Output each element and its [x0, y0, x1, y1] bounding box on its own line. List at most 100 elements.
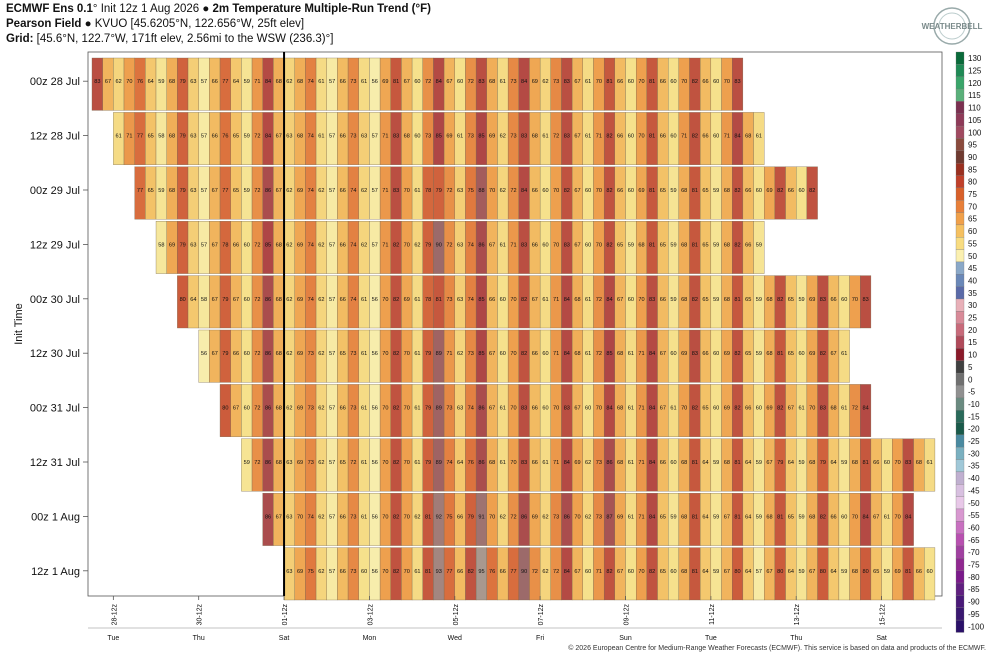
row-label: 00z 28 Jul: [30, 76, 80, 88]
colorbar-label: -15: [968, 412, 980, 421]
cell-value-label: 59: [670, 297, 676, 303]
cell-value-label: 86: [478, 406, 484, 412]
cell-value-label: 68: [766, 297, 772, 303]
colorbar-swatch: [955, 51, 965, 65]
day-label: Sat: [876, 635, 887, 642]
cell-value-label: 70: [809, 406, 815, 412]
cell-value-label: 69: [809, 297, 815, 303]
cell-value-label: 66: [916, 569, 922, 575]
cell-value-label: 67: [276, 134, 282, 140]
cell-value-label: 57: [329, 134, 335, 140]
heatmap-cell: [806, 166, 818, 220]
cell-value-label: 67: [766, 460, 772, 466]
cell-value-label: 72: [468, 79, 474, 85]
cell-value-label: 79: [180, 188, 186, 194]
cell-value-label: 84: [649, 351, 655, 357]
cell-value-label: 59: [798, 460, 804, 466]
cell-value-label: 65: [148, 188, 154, 194]
colorbar-label: -75: [968, 561, 980, 570]
colorbar-label: 15: [968, 338, 977, 347]
colorbar-swatch: [955, 545, 965, 559]
cell-value-label: 64: [702, 514, 708, 520]
cell-value-label: 82: [692, 134, 698, 140]
cell-value-label: 95: [478, 569, 484, 575]
cell-value-label: 73: [510, 134, 516, 140]
cell-value-label: 73: [446, 406, 452, 412]
day-label: Fri: [536, 635, 545, 642]
colorbar-swatch: [955, 138, 965, 151]
cell-value-label: 68: [276, 297, 282, 303]
cell-value-label: 62: [286, 242, 292, 248]
cell-value-label: 67: [276, 514, 282, 520]
heatmap-cell: [924, 438, 936, 492]
cell-value-label: 57: [201, 188, 207, 194]
cell-value-label: 70: [404, 406, 410, 412]
cell-value-label: 63: [190, 242, 196, 248]
cell-value-label: 68: [809, 460, 815, 466]
day-label: Tue: [705, 635, 717, 642]
cell-value-label: 65: [788, 297, 794, 303]
cell-value-label: 82: [734, 351, 740, 357]
colorbar-swatch: [955, 286, 965, 300]
cell-value-label: 70: [382, 297, 388, 303]
cell-value-label: 70: [126, 79, 132, 85]
cell-value-label: 68: [681, 569, 687, 575]
heatmap-cell: [753, 112, 765, 165]
cell-value-label: 70: [894, 460, 900, 466]
cell-value-label: 68: [297, 79, 303, 85]
cell-value-label: 70: [382, 514, 388, 520]
cell-value-label: 65: [702, 242, 708, 248]
cell-value-label: 71: [510, 242, 516, 248]
cell-value-label: 67: [105, 79, 111, 85]
cell-value-label: 69: [489, 134, 495, 140]
cell-value-label: 72: [446, 188, 452, 194]
cell-value-label: 84: [265, 79, 271, 85]
x-tick-label: 03-12z: [367, 604, 374, 626]
cell-value-label: 72: [254, 460, 260, 466]
cell-value-label: 75: [308, 569, 314, 575]
header-line-3: Grid: [45.6°N, 122.7°W, 171ft elev, 2.56…: [6, 33, 334, 45]
colorbar-label: 70: [968, 202, 977, 211]
cell-value-label: 69: [446, 134, 452, 140]
row-label: 12z 30 Jul: [30, 348, 80, 360]
cell-value-label: 61: [585, 351, 591, 357]
cell-value-label: 59: [670, 242, 676, 248]
colorbar-label: 105: [968, 116, 982, 125]
cell-value-label: 60: [542, 406, 548, 412]
cell-value-label: 73: [350, 351, 356, 357]
row-label: 12z 31 Jul: [30, 457, 80, 469]
heatmap-row: 77 65 59 68 79 63 57 67 77 65 59 72 86 67 62 69 74 62 57 66…: [134, 166, 818, 220]
heatmap-cell: [753, 221, 765, 274]
cell-value-label: 67: [660, 406, 666, 412]
cell-value-label: 82: [521, 297, 527, 303]
cell-value-label: 74: [308, 188, 314, 194]
cell-value-label: 66: [500, 569, 506, 575]
cell-value-label: 68: [489, 460, 495, 466]
cell-value-label: 66: [457, 514, 463, 520]
cell-value-label: 59: [798, 514, 804, 520]
cell-value-label: 57: [201, 242, 207, 248]
cell-value-label: 57: [372, 134, 378, 140]
cell-value-label: 81: [777, 514, 783, 520]
cell-value-label: 60: [500, 351, 506, 357]
cell-value-label: 64: [190, 297, 196, 303]
cell-value-label: 68: [766, 514, 772, 520]
cell-value-label: 79: [222, 297, 228, 303]
header-line-2: Pearson Field ● KVUO [45.6205°N, 122.656…: [6, 18, 305, 30]
colorbar-swatch: [955, 508, 965, 522]
colorbar-label: -90: [968, 598, 980, 607]
cell-value-label: 64: [830, 569, 836, 575]
cell-value-label: 66: [340, 406, 346, 412]
cell-value-label: 62: [318, 188, 324, 194]
cell-value-label: 57: [329, 514, 335, 520]
colorbar-swatch: [955, 101, 965, 114]
cell-value-label: 67: [212, 188, 218, 194]
cell-value-label: 63: [361, 134, 367, 140]
cell-value-label: 70: [553, 406, 559, 412]
cell-value-label: 61: [628, 351, 634, 357]
colorbar-swatch: [955, 76, 965, 90]
cell-value-label: 88: [478, 188, 484, 194]
cell-value-label: 62: [286, 406, 292, 412]
cell-value-label: 81: [692, 188, 698, 194]
cell-value-label: 65: [340, 460, 346, 466]
